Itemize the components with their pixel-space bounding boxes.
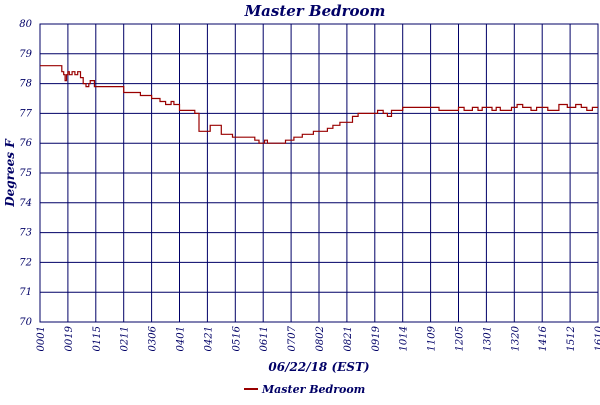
y-tick-label: 78 [19,79,32,90]
x-tick-label: 1416 [538,325,549,351]
x-axis-ticks: 0001 0019 0115 0211 0306 0401 0421 0516 0611 0707… [36,325,600,351]
y-axis-title: Degrees F [3,138,17,208]
x-tick-label: 0802 [315,326,326,351]
y-tick-label: 73 [19,228,32,239]
y-tick-label: 77 [19,108,32,119]
x-tick-label: 0821 [343,326,354,351]
y-tick-label: 71 [19,287,32,298]
plot-border [39,23,599,323]
x-tick-label: 0001 [36,326,47,351]
y-tick-label: 80 [19,19,32,30]
x-tick-label: 1320 [510,325,521,351]
x-tick-label: 0421 [203,326,214,351]
x-tick-label: 1014 [399,326,410,351]
legend: Master Bedroom [244,383,365,396]
y-tick-label: 75 [19,168,32,179]
y-tick-label: 72 [19,257,32,268]
x-axis-title: 06/22/18 (EST) [268,360,369,374]
series-line-master-bedroom [40,65,598,144]
y-tick-label: 70 [19,317,32,328]
legend-label: Master Bedroom [261,383,365,396]
x-tick-label: 1610 [594,325,600,351]
x-tick-label: 0919 [371,325,382,351]
x-tick-label: 0707 [287,325,298,351]
x-tick-label: 0211 [120,326,131,351]
x-tick-label: 1301 [482,326,493,351]
x-tick-label: 0611 [259,326,270,351]
x-tick-label: 0401 [176,326,187,351]
chart-title: Master Bedroom [244,2,386,20]
y-tick-label: 79 [19,49,32,60]
x-tick-label: 1205 [455,326,466,351]
x-tick-label: 0516 [231,325,242,351]
x-tick-label: 1109 [427,325,438,351]
grid [40,24,598,322]
y-axis-ticks: 80 79 78 77 76 75 74 73 72 71 70 [19,19,32,328]
y-tick-label: 76 [19,138,32,149]
x-tick-label: 0019 [64,325,75,351]
x-tick-label: 0115 [92,326,103,351]
x-tick-label: 0306 [148,325,159,351]
x-tick-label: 1512 [566,326,577,351]
y-tick-label: 74 [19,198,32,209]
